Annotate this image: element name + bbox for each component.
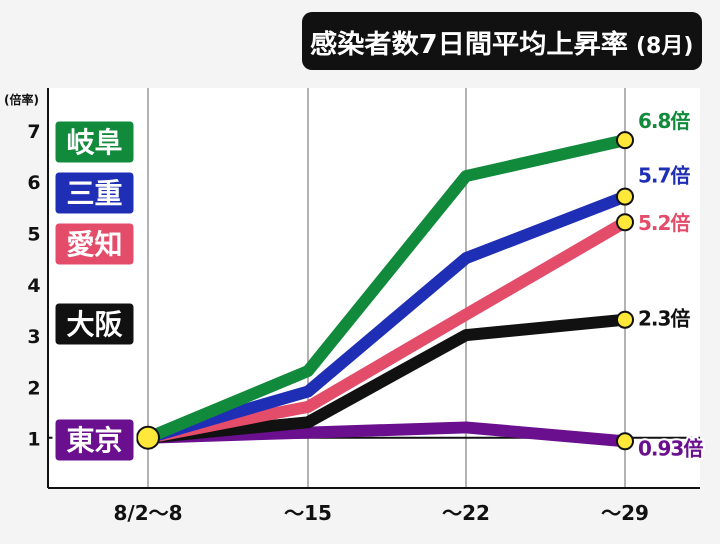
legend-swatch bbox=[52, 300, 137, 348]
end-point-marker-岐阜 bbox=[616, 131, 634, 150]
x-tick-label: ～22 bbox=[442, 501, 490, 525]
end-point-marker-大阪 bbox=[616, 310, 634, 329]
end-label-岐阜: 6.8倍 bbox=[638, 109, 690, 133]
chart-title-box: 感染者数7日間平均上昇率 (8月) bbox=[302, 12, 702, 70]
legend-item-東京: 東京 bbox=[52, 416, 137, 464]
legend-item-岐阜: 岐阜 bbox=[52, 118, 137, 166]
x-tick-label: ～15 bbox=[284, 501, 332, 525]
legend-label: 東京 bbox=[66, 424, 122, 457]
series-line-愛知 bbox=[142, 216, 631, 444]
series-line-三重 bbox=[142, 190, 631, 444]
end-label-大阪: 2.3倍 bbox=[638, 307, 690, 331]
end-point-marker-東京 bbox=[616, 432, 634, 451]
chart-subtitle: (8月) bbox=[636, 34, 693, 59]
title-background bbox=[302, 12, 702, 70]
series-line-岐阜 bbox=[142, 134, 631, 444]
legend-label: 愛知 bbox=[66, 228, 122, 261]
legend-label: 三重 bbox=[66, 177, 122, 210]
y-tick-label: 3 bbox=[27, 326, 40, 348]
y-tick-label: 5 bbox=[27, 224, 40, 246]
y-tick-label: 6 bbox=[27, 172, 40, 194]
y-tick-label: 7 bbox=[27, 121, 40, 143]
legend-label: 岐阜 bbox=[66, 126, 122, 159]
y-tick-label: 2 bbox=[27, 377, 40, 399]
end-label-愛知: 5.2倍 bbox=[638, 211, 690, 235]
legend-item-三重: 三重 bbox=[52, 169, 137, 217]
y-tick-label: 4 bbox=[27, 275, 40, 297]
legend-swatch bbox=[52, 416, 137, 464]
start-point-marker bbox=[136, 425, 160, 450]
legend-swatch bbox=[52, 220, 137, 268]
end-point-marker-愛知 bbox=[616, 213, 634, 232]
x-tick-label: ～29 bbox=[601, 501, 649, 525]
legend-item-大阪: 大阪 bbox=[52, 300, 137, 348]
y-axis-unit-label: (倍率) bbox=[4, 92, 39, 107]
chart-title: 感染者数7日間平均上昇率 bbox=[310, 29, 628, 60]
end-point-marker-三重 bbox=[616, 187, 634, 206]
legend-label: 大阪 bbox=[66, 308, 122, 341]
legend-swatch bbox=[52, 118, 137, 166]
series-line-大阪 bbox=[142, 313, 631, 444]
x-tick-label: 8/2～8 bbox=[113, 501, 182, 525]
legend-item-愛知: 愛知 bbox=[52, 220, 137, 268]
legend-swatch bbox=[52, 169, 137, 217]
end-label-東京: 0.93倍 bbox=[638, 436, 703, 460]
end-label-三重: 5.7倍 bbox=[638, 164, 690, 188]
y-tick-label: 1 bbox=[27, 429, 40, 451]
